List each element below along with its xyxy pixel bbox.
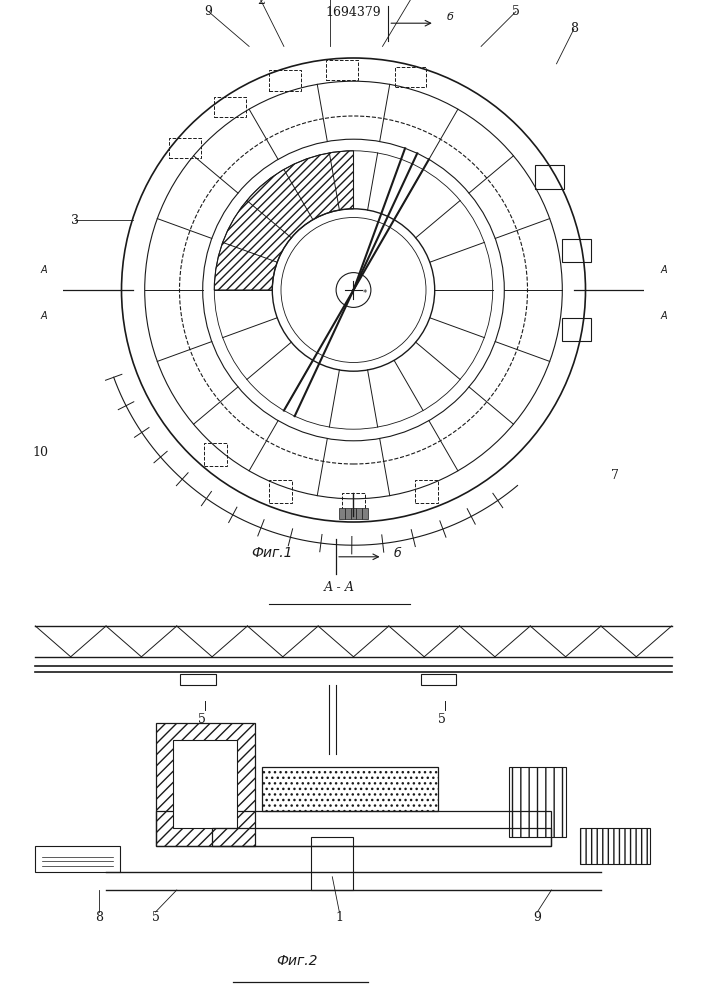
Text: *: * xyxy=(363,289,367,298)
Text: 3: 3 xyxy=(71,214,79,227)
FancyBboxPatch shape xyxy=(362,508,368,519)
Text: А: А xyxy=(40,311,47,321)
Text: 5: 5 xyxy=(151,911,160,924)
Text: б: б xyxy=(446,12,453,22)
FancyBboxPatch shape xyxy=(356,508,362,519)
Text: 10: 10 xyxy=(33,446,48,459)
FancyBboxPatch shape xyxy=(351,508,356,519)
Text: 1694379: 1694379 xyxy=(326,6,381,19)
Text: б: б xyxy=(394,547,402,560)
Text: 8: 8 xyxy=(570,22,578,35)
Text: 7: 7 xyxy=(611,469,619,482)
Text: А: А xyxy=(661,311,667,321)
FancyBboxPatch shape xyxy=(339,508,345,519)
FancyBboxPatch shape xyxy=(345,508,351,519)
Text: Фиг.1: Фиг.1 xyxy=(252,546,293,560)
Text: 9: 9 xyxy=(204,5,212,18)
Text: 5: 5 xyxy=(197,713,206,726)
Text: А: А xyxy=(661,265,667,275)
Text: 1: 1 xyxy=(335,911,344,924)
Text: 9: 9 xyxy=(533,911,542,924)
Text: А: А xyxy=(40,265,47,275)
FancyBboxPatch shape xyxy=(173,740,237,828)
Text: 2: 2 xyxy=(257,0,264,6)
Text: 8: 8 xyxy=(95,911,103,924)
Text: А - А: А - А xyxy=(324,581,355,594)
Text: 5: 5 xyxy=(512,5,520,18)
Text: 5: 5 xyxy=(438,713,446,726)
Text: Фиг.2: Фиг.2 xyxy=(276,954,317,968)
